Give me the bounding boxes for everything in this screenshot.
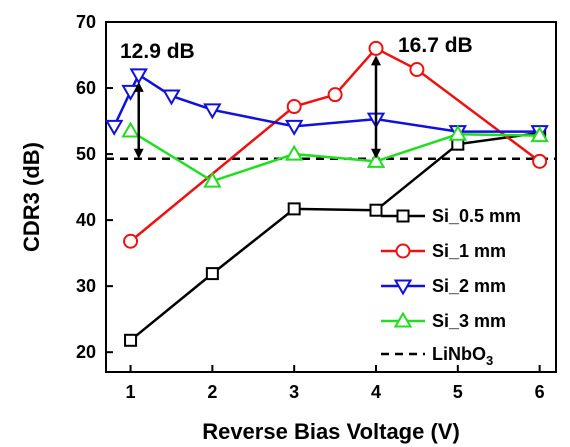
- data-point: [448, 124, 468, 141]
- data-point: [123, 233, 139, 249]
- data-point: [129, 68, 148, 85]
- data-point: [121, 84, 140, 101]
- legend-label: LiNbO3: [432, 344, 493, 368]
- annotation-label: 16.7 dB: [398, 34, 473, 57]
- legend-marker: [393, 279, 413, 296]
- y-tick-label: 70: [76, 12, 96, 32]
- legend-label-text: Si_3 mm: [432, 311, 506, 331]
- legend-marker: [395, 243, 411, 259]
- series-1: [123, 40, 548, 249]
- data-point: [104, 119, 124, 136]
- legend-label: Si_2 mm: [432, 276, 506, 296]
- x-axis-title: Reverse Bias Voltage (V): [202, 419, 460, 444]
- legend-label-text: LiNbO: [432, 344, 486, 364]
- x-tick-label: 1: [126, 382, 136, 402]
- y-tick-label: 20: [76, 342, 96, 362]
- legend-label: Si_1 mm: [432, 241, 506, 261]
- x-tick-label: 3: [289, 382, 299, 402]
- data-point: [366, 151, 386, 168]
- data-point: [203, 171, 222, 188]
- plot-frame: [105, 21, 557, 373]
- x-tick-label: 5: [453, 382, 463, 402]
- legend-marker: [396, 209, 410, 223]
- annotation-label: 12.9 dB: [120, 40, 195, 63]
- legend-label-subscript: 3: [486, 353, 493, 368]
- data-point: [530, 126, 549, 143]
- legend: Si_0.5 mm Si_1 mm Si_2 mm Si_3 mm LiNbO3: [381, 206, 521, 368]
- series-line: [129, 131, 540, 342]
- data-point: [205, 267, 219, 281]
- legend-label: Si_0.5 mm: [432, 206, 521, 226]
- data-point: [162, 89, 181, 106]
- data-point: [284, 119, 304, 136]
- data-point: [369, 203, 383, 217]
- x-tick-label: 4: [371, 382, 381, 402]
- data-point: [124, 333, 138, 347]
- y-tick-label: 40: [76, 210, 96, 230]
- y-tick-label: 30: [76, 276, 96, 296]
- legend-label-text: Si_0.5 mm: [432, 206, 521, 226]
- series-2: [104, 68, 549, 142]
- data-point: [368, 40, 384, 56]
- data-point: [284, 144, 304, 161]
- series-line: [113, 73, 540, 133]
- series-line: [129, 129, 540, 183]
- data-point: [532, 153, 548, 169]
- y-axis-title: CDR3 (dB): [19, 142, 44, 252]
- data-point: [286, 99, 302, 115]
- y-tick-label: 50: [76, 144, 96, 164]
- legend-label-text: Si_2 mm: [432, 276, 506, 296]
- legend-marker: [393, 311, 413, 328]
- legend-label: Si_3 mm: [432, 311, 506, 331]
- x-tick-label: 6: [535, 382, 545, 402]
- data-point: [121, 121, 140, 138]
- series-3: [121, 121, 549, 188]
- data-point: [203, 103, 222, 120]
- data-point: [327, 87, 343, 103]
- legend-label-text: Si_1 mm: [432, 241, 506, 261]
- series-line: [129, 46, 541, 243]
- x-tick-label: 2: [207, 382, 217, 402]
- y-tick-label: 60: [76, 78, 96, 98]
- data-point: [409, 62, 425, 78]
- data-point: [287, 202, 301, 216]
